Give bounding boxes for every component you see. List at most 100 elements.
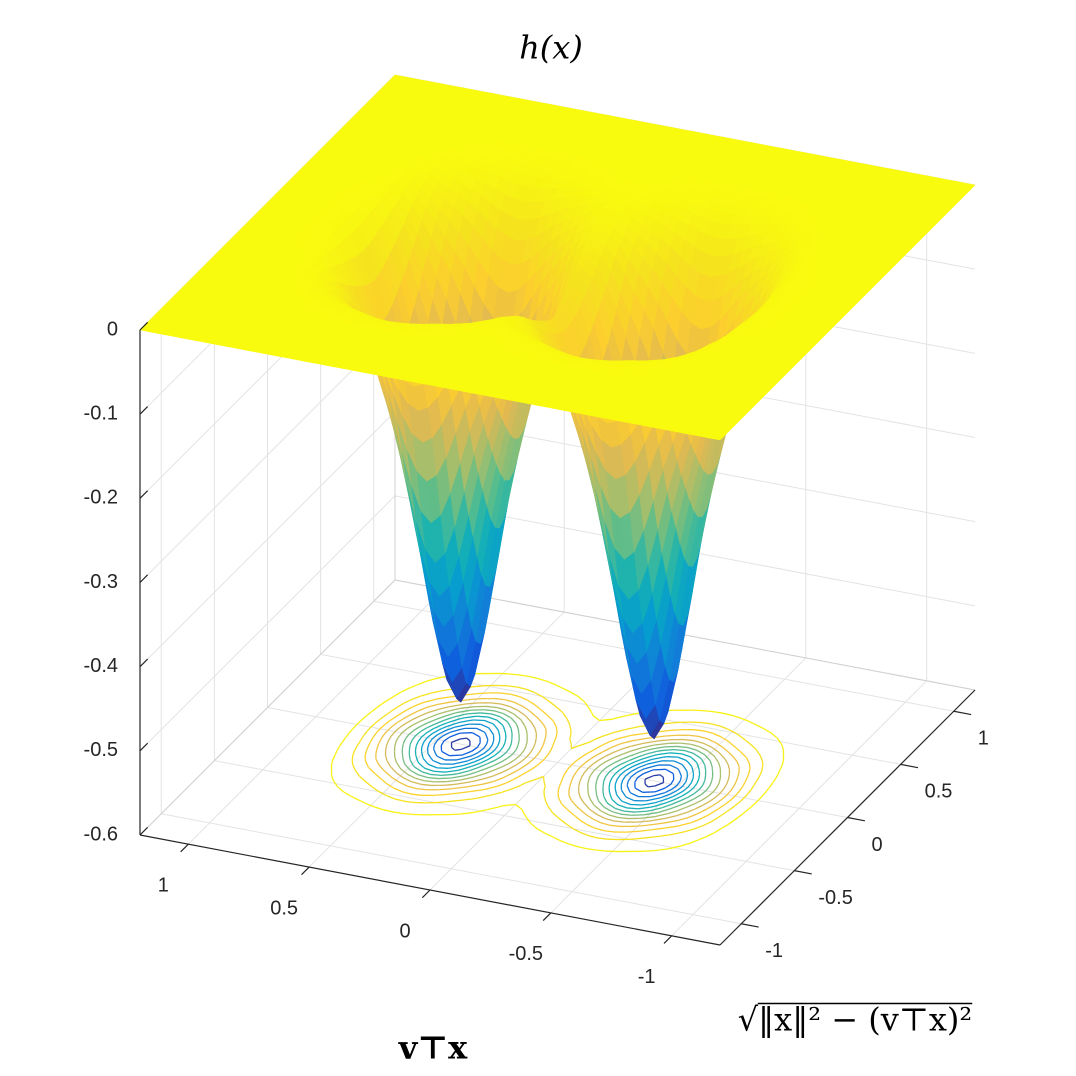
contour-line xyxy=(449,705,454,708)
contour-line xyxy=(685,816,689,820)
contour-line xyxy=(354,769,360,776)
contour-line xyxy=(666,799,675,804)
contour-line xyxy=(395,771,398,774)
contour-line xyxy=(464,713,469,716)
contour-line xyxy=(365,711,372,717)
contour-line xyxy=(454,724,466,728)
contour-line xyxy=(386,740,390,746)
contour-line xyxy=(596,751,603,756)
contour-line xyxy=(482,754,490,759)
contour-line xyxy=(639,816,653,820)
contour-line xyxy=(519,750,525,756)
contour-line xyxy=(580,832,589,837)
contour-line xyxy=(724,758,729,765)
contour-line xyxy=(462,764,465,767)
contour-line xyxy=(406,778,412,783)
contour-line xyxy=(754,779,758,784)
contour-line xyxy=(611,799,618,805)
contour-line xyxy=(720,736,724,739)
contour-line xyxy=(569,780,573,785)
contour-line xyxy=(696,809,705,815)
contour-line xyxy=(713,755,716,758)
contour-line xyxy=(421,734,425,738)
contour-line xyxy=(665,788,673,793)
contour-line xyxy=(662,756,667,758)
contour-line xyxy=(735,777,739,782)
contour-line xyxy=(557,787,560,794)
contour-line xyxy=(464,715,475,719)
contour-line xyxy=(544,734,547,741)
contour-line xyxy=(637,737,646,741)
contour-line xyxy=(678,801,688,807)
contour-line xyxy=(384,720,391,726)
contour-line xyxy=(579,776,583,783)
contour-line xyxy=(555,731,558,738)
contour-line xyxy=(432,759,442,765)
contour-line xyxy=(763,728,770,733)
contour-line xyxy=(770,732,778,739)
contour-line xyxy=(358,799,362,802)
contour-line xyxy=(781,744,785,750)
contour-line xyxy=(370,707,377,713)
contour-line xyxy=(671,784,678,790)
contour-line xyxy=(356,719,362,725)
contour-line xyxy=(590,769,596,775)
contour-line xyxy=(512,758,516,762)
contour-line xyxy=(438,788,451,791)
contour-line xyxy=(622,775,627,781)
contour-line xyxy=(483,781,493,785)
contour-line xyxy=(577,742,588,747)
contour-line xyxy=(414,745,417,751)
contour-line xyxy=(416,787,427,791)
contour-line xyxy=(400,768,409,775)
contour-line xyxy=(698,815,707,821)
contour-line xyxy=(669,806,674,810)
contour-line xyxy=(652,756,664,760)
contour-line xyxy=(588,738,596,743)
contour-line xyxy=(386,783,392,788)
contour-line xyxy=(599,763,603,767)
contour-line xyxy=(598,801,605,808)
contour-line xyxy=(332,755,336,761)
contour-line xyxy=(414,695,421,699)
contour-line xyxy=(521,705,530,712)
contour-line xyxy=(500,752,507,758)
contour-line xyxy=(431,729,440,735)
contour-line xyxy=(483,709,495,712)
contour-line xyxy=(583,767,589,774)
contour-line xyxy=(631,771,638,778)
contour-line xyxy=(768,782,774,788)
contour-line xyxy=(608,782,611,788)
contour-line xyxy=(387,696,394,701)
contour-line xyxy=(506,720,509,724)
contour-line xyxy=(703,730,714,734)
contour-line xyxy=(664,783,672,789)
contour-line xyxy=(564,769,569,775)
contour-line xyxy=(533,691,536,694)
contour-line xyxy=(437,735,444,741)
contour-line xyxy=(477,747,484,754)
contour-line xyxy=(664,734,677,737)
contour-line xyxy=(640,759,651,764)
contour-line xyxy=(524,725,528,732)
contour-line xyxy=(554,683,561,688)
contour-line xyxy=(678,822,691,827)
contour-line xyxy=(561,711,564,714)
contour-line xyxy=(645,740,658,744)
contour-line xyxy=(457,781,470,785)
contour-line xyxy=(743,793,749,799)
contour-line xyxy=(523,746,527,750)
contour-line xyxy=(351,753,354,760)
contour-line xyxy=(701,709,713,713)
contour-line xyxy=(525,715,531,722)
contour-line xyxy=(642,768,645,771)
contour-line xyxy=(383,729,389,736)
contour-line xyxy=(739,717,749,722)
contour-line xyxy=(687,813,697,819)
contour-line xyxy=(603,776,607,782)
contour-line xyxy=(677,785,684,791)
contour-line xyxy=(733,757,738,762)
contour-line xyxy=(659,738,673,742)
contour-line xyxy=(581,752,589,758)
contour-line xyxy=(360,735,365,741)
